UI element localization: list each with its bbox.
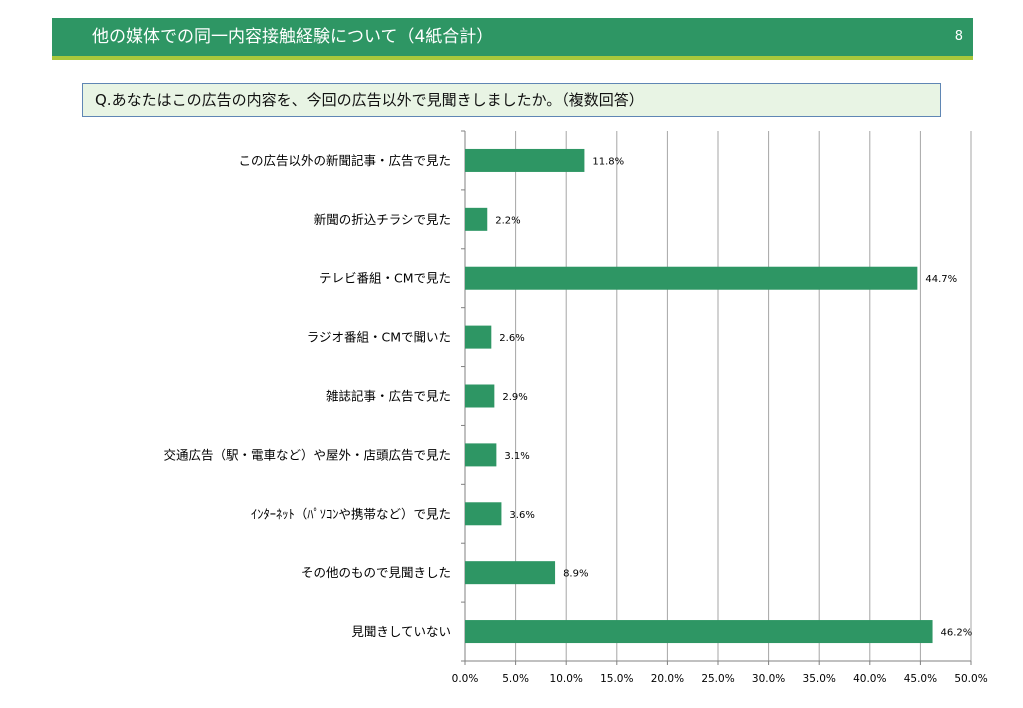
header-bar: 他の媒体での同一内容接触経験について（4紙合計） 8 — [52, 18, 973, 56]
category-label: ラジオ番組・CMで聞いた — [307, 330, 451, 345]
data-label: 2.6% — [499, 333, 524, 344]
category-label: 新聞の折込チラシで見た — [314, 212, 451, 227]
bar — [465, 384, 495, 408]
category-label: ｲﾝﾀｰﾈｯﾄ（ﾊﾟｿｺﾝや携帯など）で見た — [251, 506, 451, 521]
x-tick-label: 45.0% — [904, 673, 937, 685]
x-tick-label: 30.0% — [752, 673, 785, 685]
category-label: 雑誌記事・広告で見た — [326, 389, 451, 404]
bar — [465, 620, 933, 644]
question-text: Q.あなたはこの広告の内容を、今回の広告以外で見聞きしましたか。（複数回答） — [95, 91, 644, 109]
bar — [465, 561, 556, 585]
bar — [465, 266, 918, 290]
x-tick-label: 15.0% — [600, 673, 633, 685]
bar — [465, 207, 488, 231]
data-label: 2.2% — [495, 215, 520, 226]
category-label: 見聞きしていない — [351, 624, 451, 639]
bar — [465, 502, 502, 526]
category-label: この広告以外の新聞記事・広告で見た — [238, 153, 451, 168]
category-label: その他のもので見聞きした — [301, 565, 451, 580]
x-tick-label: 20.0% — [651, 673, 684, 685]
data-label: 46.2% — [941, 628, 973, 639]
question-box: Q.あなたはこの広告の内容を、今回の広告以外で見聞きしましたか。（複数回答） — [82, 83, 941, 117]
bar — [465, 443, 497, 467]
data-label: 44.7% — [925, 274, 957, 285]
data-label: 2.9% — [502, 392, 527, 403]
page-title: 他の媒体での同一内容接触経験について（4紙合計） — [92, 27, 494, 47]
bar — [465, 148, 585, 172]
x-tick-label: 35.0% — [803, 673, 836, 685]
category-label: 交通広告（駅・電車など）や屋外・店頭広告で見た — [163, 447, 451, 462]
x-tick-label: 25.0% — [701, 673, 734, 685]
header-underline — [52, 56, 973, 60]
bar — [465, 325, 492, 349]
page-number: 8 — [954, 29, 963, 44]
data-label: 3.6% — [509, 510, 534, 521]
data-label: 3.1% — [504, 451, 529, 462]
x-tick-label: 5.0% — [502, 673, 529, 685]
x-tick-label: 40.0% — [853, 673, 886, 685]
category-label: テレビ番組・CMで見た — [319, 271, 451, 286]
x-tick-label: 50.0% — [954, 673, 987, 685]
data-label: 11.8% — [592, 156, 624, 167]
x-tick-label: 0.0% — [452, 673, 479, 685]
data-label: 8.9% — [563, 569, 588, 580]
x-tick-label: 10.0% — [550, 673, 583, 685]
